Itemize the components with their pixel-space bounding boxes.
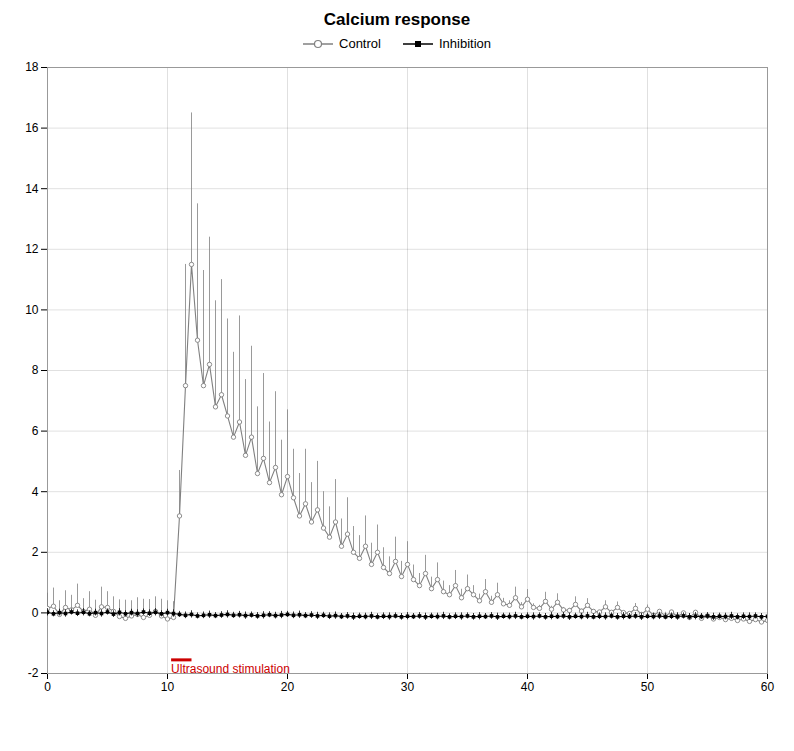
svg-text:16: 16 [25,121,39,135]
svg-text:-2: -2 [28,666,39,680]
html-text:Calcium response: Calcium response [323,10,471,29]
svg-text:14: 14 [25,182,39,196]
svg-text:8: 8 [32,363,39,377]
svg-text:2: 2 [32,545,39,559]
svg-text:4: 4 [32,485,39,499]
svg-text:6: 6 [32,424,39,438]
html-text:Control: Control [339,36,381,51]
svg-text:60: 60 [761,680,775,694]
svg-text:0: 0 [44,680,51,694]
html-text:Inhibition: Inhibition [438,36,491,51]
svg-text:20: 20 [281,680,295,694]
svg-text:50: 50 [641,680,655,694]
svg-text:12: 12 [25,242,39,256]
svg-text:10: 10 [161,680,175,694]
svg-text:10: 10 [25,303,39,317]
svg-text:40: 40 [521,680,535,694]
svg-text:30: 30 [401,680,415,694]
svg-text:0: 0 [32,606,39,620]
svg-text:Ultrasound stimulation: Ultrasound stimulation [171,662,290,676]
svg-text:18: 18 [25,60,39,74]
